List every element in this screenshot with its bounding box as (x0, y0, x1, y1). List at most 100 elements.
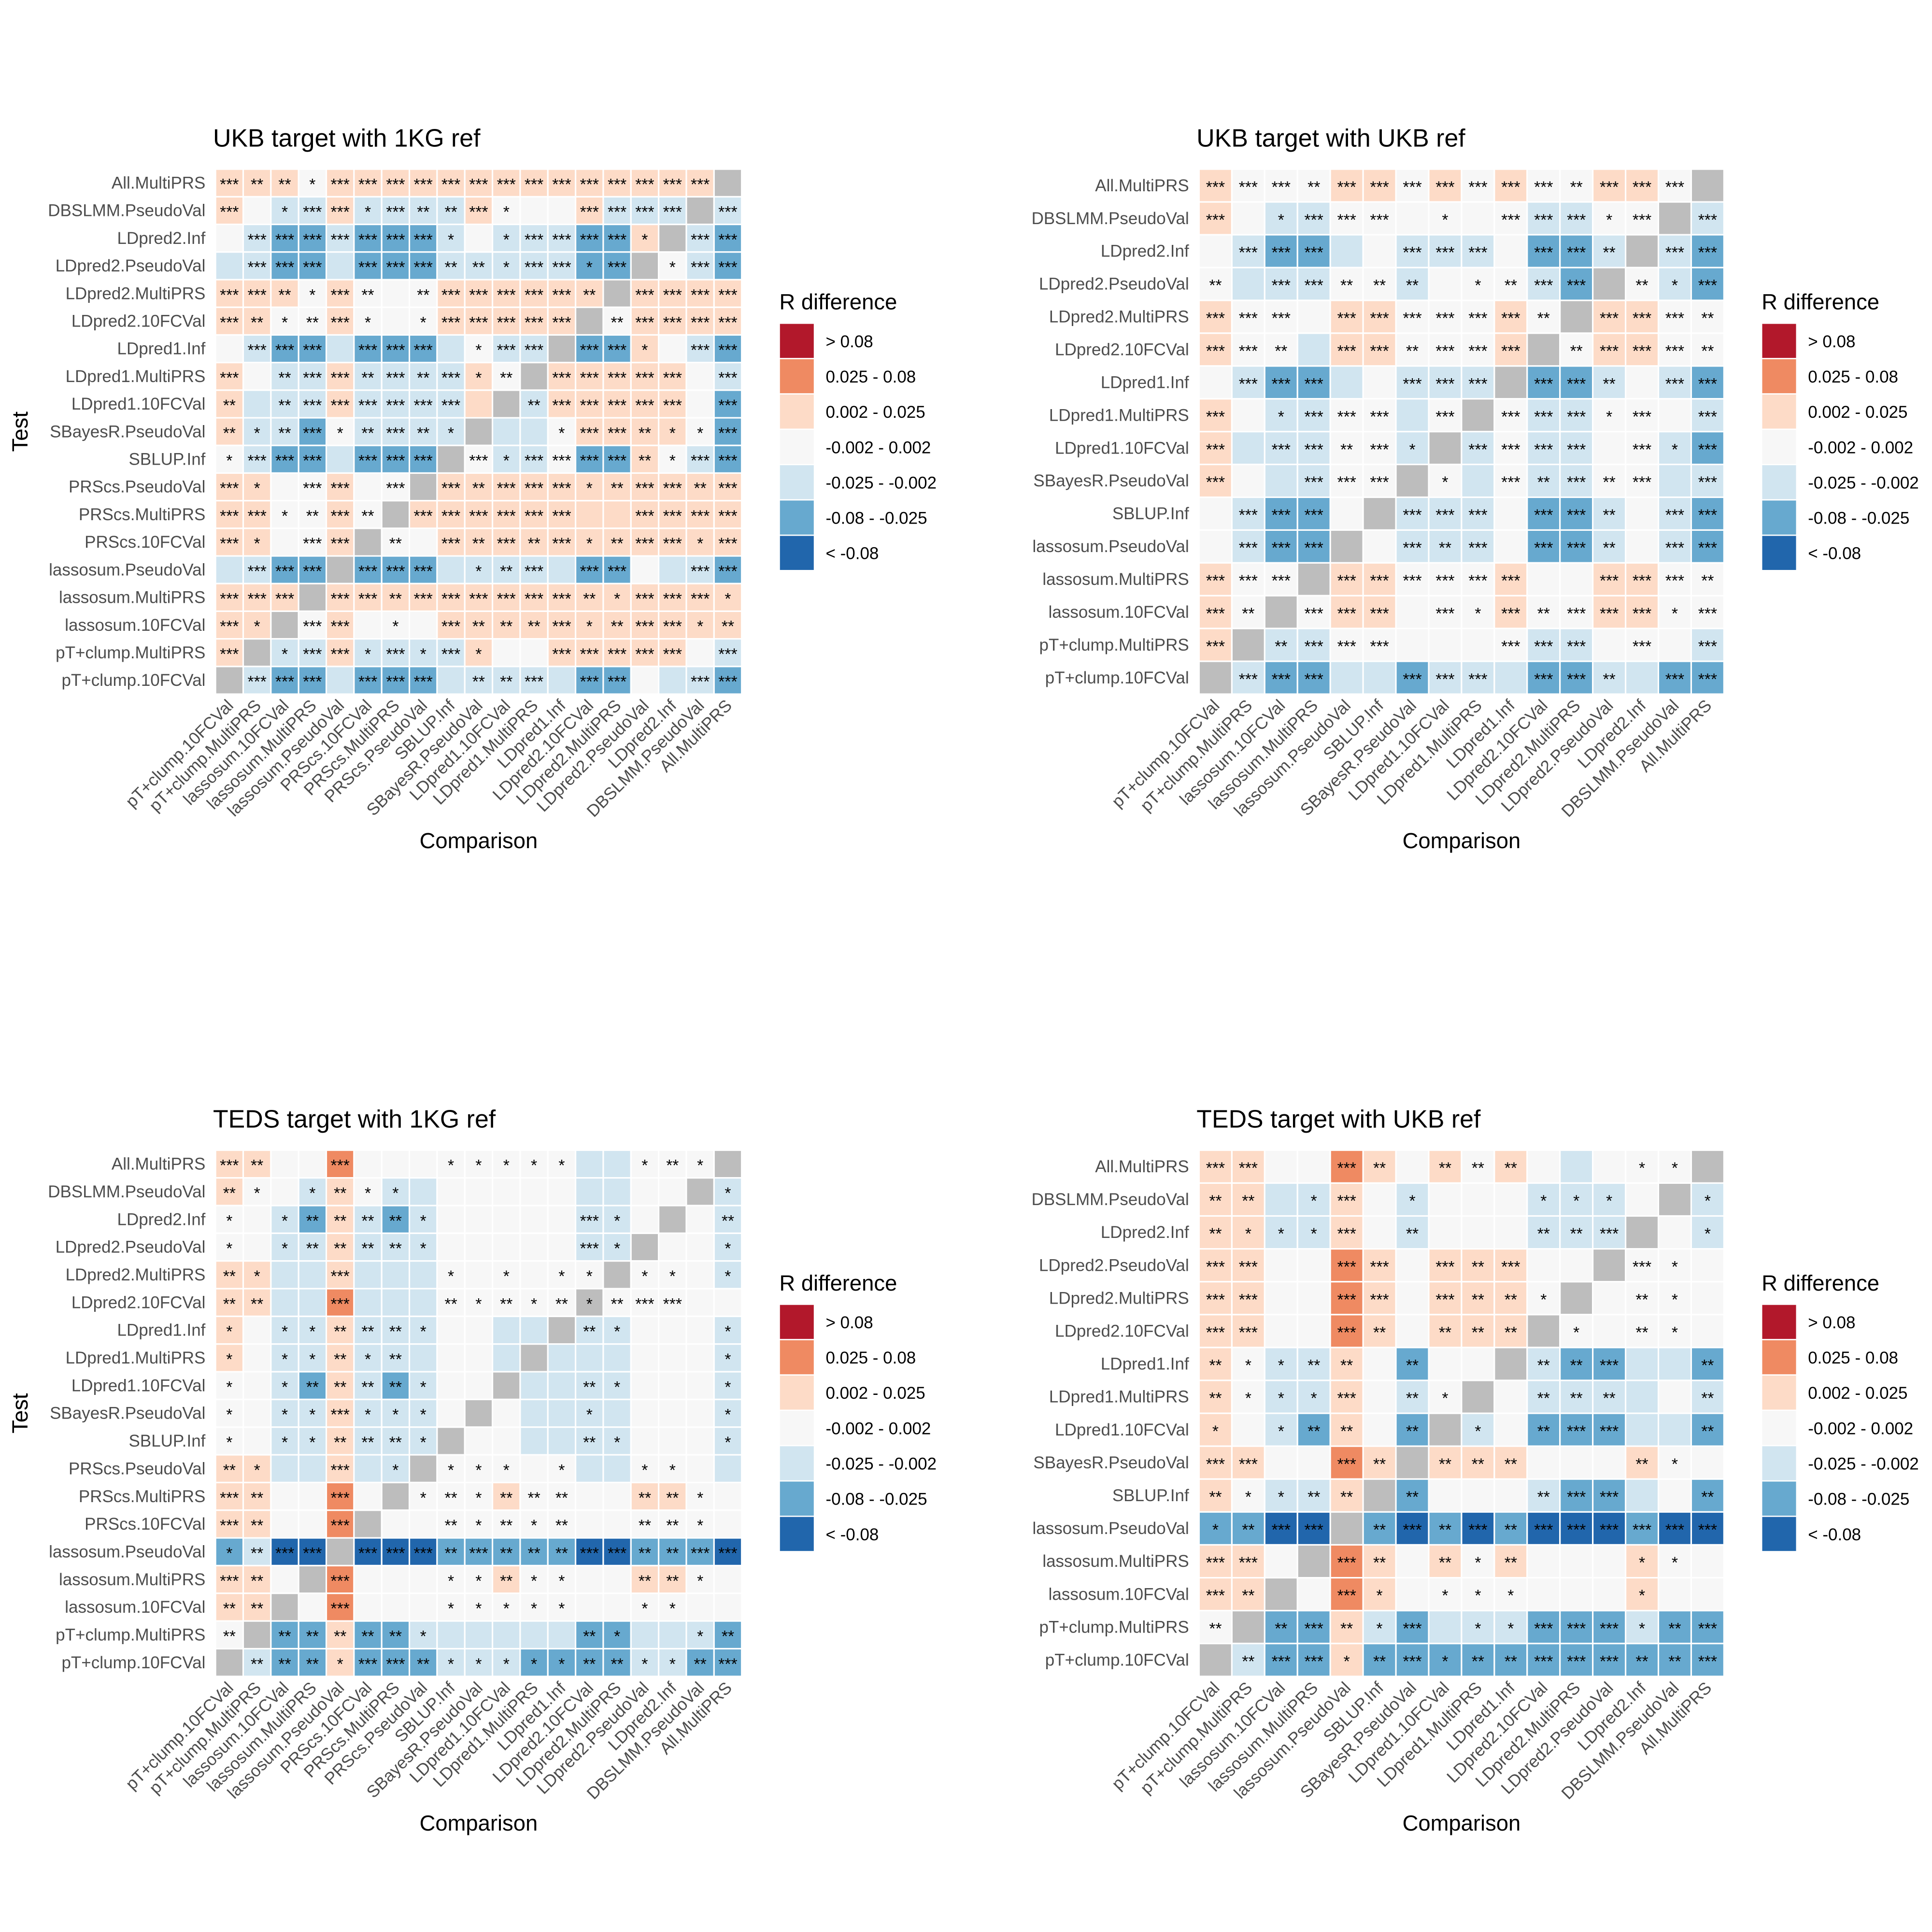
heatmap-cell (685, 196, 715, 226)
significance-stars: *** (1501, 440, 1520, 459)
significance-stars: *** (663, 313, 682, 332)
significance-stars: *** (1305, 670, 1323, 688)
significance-stars: ** (361, 1212, 374, 1230)
heatmap-cell (1362, 1215, 1397, 1250)
legend-label: > 0.08 (1808, 332, 1855, 351)
legend-key (779, 464, 815, 501)
y-tick-label: SBLUP.Inf (1112, 504, 1189, 523)
x-axis-title: Comparison (1403, 828, 1521, 853)
significance-stars: *** (441, 313, 460, 332)
heatmap-cell (270, 196, 299, 226)
heatmap-cell (1493, 1215, 1528, 1250)
legend-label: -0.025 - -0.002 (1808, 473, 1919, 492)
significance-stars: *** (220, 1156, 239, 1175)
significance-stars: ** (1603, 473, 1616, 492)
heatmap-cell (575, 1564, 604, 1594)
significance-stars: *** (275, 341, 294, 359)
heatmap-cell (242, 1426, 272, 1456)
heatmap-cell (1493, 201, 1528, 236)
heatmap-cell (519, 1564, 549, 1594)
heatmap-cell (242, 666, 272, 695)
significance-stars: * (614, 1239, 620, 1258)
significance-stars: *** (1403, 243, 1421, 262)
heatmap-cell (381, 1288, 411, 1317)
significance-stars: *** (1206, 1258, 1225, 1276)
significance-stars: ** (251, 1489, 263, 1507)
heatmap-cell (630, 1537, 660, 1567)
significance-stars: ** (1472, 1291, 1484, 1309)
heatmap-cell (547, 1564, 577, 1594)
significance-stars: *** (275, 258, 294, 277)
legend-label: 0.002 - 0.025 (825, 1384, 925, 1403)
heatmap-cell (325, 1149, 355, 1179)
significance-stars: *** (497, 286, 516, 304)
heatmap-cell (1657, 1215, 1692, 1250)
significance-stars: * (697, 1156, 703, 1175)
significance-stars: *** (552, 175, 571, 194)
significance-stars: ** (500, 673, 512, 691)
heatmap-cell (713, 1177, 743, 1207)
significance-stars: ** (666, 1156, 679, 1175)
heatmap-cell (1657, 201, 1692, 236)
heatmap-cell (409, 1343, 438, 1373)
significance-stars: ** (1603, 243, 1616, 262)
significance-stars: *** (1239, 539, 1258, 557)
significance-stars: *** (220, 286, 239, 304)
significance-stars: *** (1435, 506, 1454, 525)
significance-stars: * (531, 1600, 537, 1618)
significance-stars: ** (361, 507, 374, 525)
heatmap-cell (1362, 529, 1397, 564)
heatmap-cell (519, 1398, 549, 1428)
significance-stars: *** (1567, 1521, 1586, 1539)
heatmap-cell (547, 1177, 577, 1207)
significance-stars: ** (361, 1239, 374, 1258)
heatmap-cell (547, 666, 577, 695)
heatmap-cell (1493, 660, 1528, 695)
heatmap-cell (242, 389, 272, 419)
significance-stars: *** (663, 175, 682, 194)
significance-stars: ** (583, 1627, 596, 1646)
significance-stars: *** (1305, 408, 1323, 426)
significance-stars: * (282, 1212, 288, 1230)
heatmap-cell (685, 1371, 715, 1400)
significance-stars: *** (552, 617, 571, 636)
heatmap-cell (1461, 1215, 1495, 1250)
heatmap-cell (575, 251, 604, 281)
heatmap-cell (685, 1592, 715, 1622)
significance-stars: * (1705, 1192, 1711, 1210)
heatmap-cell (1493, 595, 1528, 629)
heatmap-cell (1657, 1379, 1692, 1414)
legend-title: R difference (1762, 290, 1879, 314)
significance-stars: ** (444, 1544, 457, 1563)
legend-label: 0.025 - 0.08 (1808, 1349, 1898, 1367)
y-tick-label: PRScs.PseudoVal (69, 1459, 205, 1478)
heatmap-cell (298, 1398, 327, 1428)
significance-stars: ** (1668, 1652, 1681, 1671)
legend-label: > 0.08 (1808, 1313, 1855, 1332)
significance-stars: *** (303, 258, 322, 277)
significance-stars: ** (666, 1489, 679, 1507)
significance-stars: *** (663, 1295, 682, 1313)
significance-stars: ** (389, 1212, 402, 1230)
significance-stars: ** (500, 1489, 512, 1507)
heatmap-cell (1493, 234, 1528, 269)
heatmap-cell (1428, 1182, 1463, 1217)
y-tick-label: LDpred1.Inf (1101, 373, 1189, 392)
heatmap-cell (1526, 201, 1561, 236)
heatmap-cell (1231, 660, 1265, 695)
significance-stars: *** (718, 313, 737, 332)
significance-stars: * (282, 1239, 288, 1258)
significance-stars: *** (414, 452, 433, 470)
significance-stars: *** (1239, 309, 1258, 327)
heatmap-cell (270, 666, 299, 695)
heatmap-cell (325, 610, 355, 640)
significance-stars: ** (1635, 1323, 1648, 1342)
y-tick-label: SBayesR.PseudoVal (50, 1404, 205, 1423)
significance-stars: *** (1435, 178, 1454, 196)
significance-stars: * (1245, 1488, 1251, 1506)
heatmap-cell (1625, 168, 1660, 203)
significance-stars: ** (334, 1434, 346, 1452)
significance-stars: * (669, 1461, 676, 1479)
significance-stars: *** (1534, 440, 1553, 459)
significance-stars: * (697, 1489, 703, 1507)
